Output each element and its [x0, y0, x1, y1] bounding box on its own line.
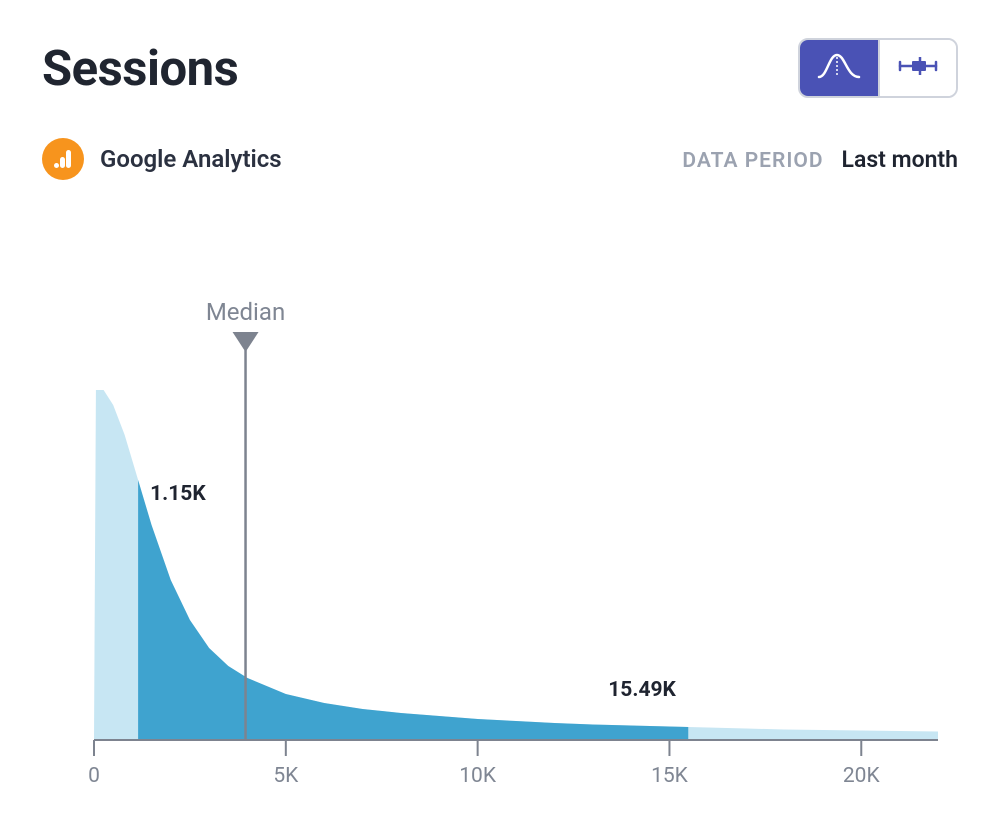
distribution-chart: 0 5K 10K 15K 20K Median 1.15K 15.49K — [42, 300, 958, 798]
toggle-distribution-button[interactable] — [800, 40, 878, 96]
toggle-boxplot-button[interactable] — [878, 40, 956, 96]
distribution-icon — [817, 51, 861, 85]
median-marker-icon — [233, 332, 259, 352]
period-label: DATA PERIOD — [682, 149, 823, 173]
source-name: Google Analytics — [100, 145, 282, 173]
chart-type-toggle — [798, 38, 958, 98]
boxplot-icon — [896, 51, 940, 85]
median-label: Median — [206, 300, 285, 326]
page-title: Sessions — [42, 40, 238, 97]
x-tick-label: 5K — [273, 764, 299, 788]
area-highlight — [138, 480, 688, 740]
x-tick-label: 20K — [843, 764, 881, 788]
x-tick-label: 0 — [88, 764, 100, 788]
source-row: Google Analytics DATA PERIOD Last month — [42, 138, 958, 180]
header: Sessions — [42, 38, 958, 98]
value-marker-label: 15.49K — [608, 678, 676, 702]
x-tick-label: 15K — [651, 764, 689, 788]
google-analytics-icon — [42, 138, 84, 180]
x-tick-label: 10K — [459, 764, 497, 788]
period-group: DATA PERIOD Last month — [682, 146, 958, 173]
period-value[interactable]: Last month — [842, 146, 958, 173]
value-marker-label: 1.15K — [150, 482, 206, 506]
source-left: Google Analytics — [42, 138, 282, 180]
